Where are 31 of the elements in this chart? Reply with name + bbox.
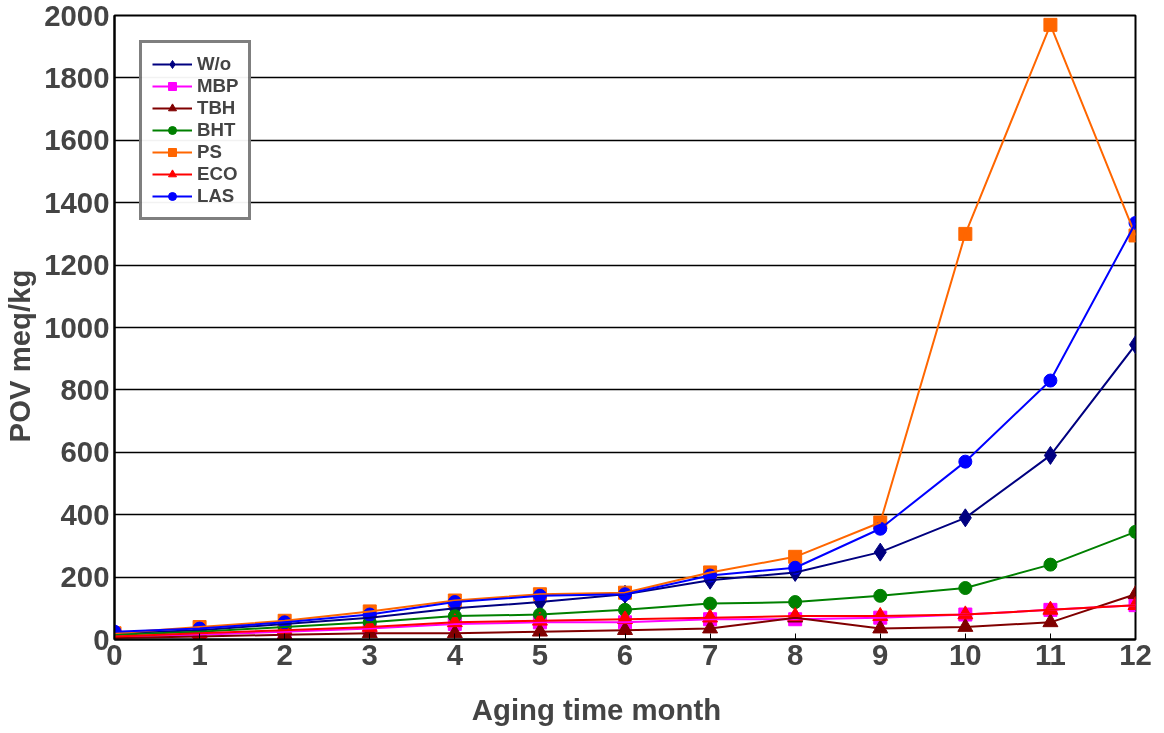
y-tick-label: 1200 [44,248,110,282]
y-tick-label: 600 [60,435,110,469]
y-axis-title: POV meq/kg [3,269,37,443]
legend-label: BHT [197,119,236,141]
x-tick-label: 6 [616,637,634,671]
x-tick-label: 8 [787,637,804,671]
x-tick-label: 1 [191,637,208,671]
legend-label: ECO [197,163,238,185]
legend-label: W/o [197,53,232,75]
y-tick-label: 800 [60,372,110,406]
y-tick-label: 1800 [44,60,110,94]
x-axis-title: Aging time month [471,692,722,726]
y-tick-label: 400 [60,497,110,531]
x-tick-label: 5 [531,637,549,671]
x-tick-label: 9 [872,637,889,671]
y-tick-label: 1400 [44,185,110,219]
x-tick-label: 2 [276,637,293,671]
y-tick-label: 200 [60,560,110,594]
x-tick-label: 7 [701,637,719,671]
x-tick-label: 11 [1034,637,1066,671]
x-tick-label: 10 [949,637,982,671]
y-tick-label: 1600 [44,123,110,157]
x-tick-label: 4 [446,637,464,671]
legend-label: PS [197,141,222,163]
legend-label: MBP [197,75,239,97]
legend-label: LAS [197,185,235,207]
x-tick-label: 3 [361,637,378,671]
y-tick-label: 1000 [44,310,110,344]
x-tick-label: 12 [1119,637,1152,671]
y-tick-label: 2000 [44,0,110,32]
legend-label: TBH [197,97,236,119]
